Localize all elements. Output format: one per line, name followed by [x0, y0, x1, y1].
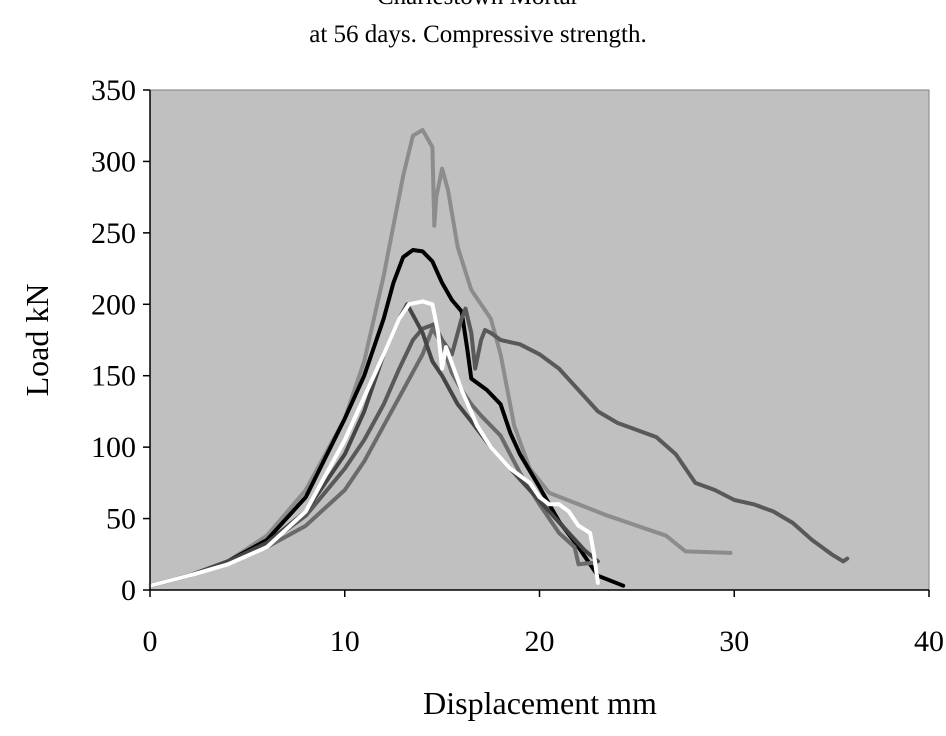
x-tick-label: 0: [143, 625, 158, 658]
y-tick-label: 100: [91, 431, 136, 464]
y-tick-label: 0: [121, 574, 136, 607]
series-line-6: [148, 299, 600, 588]
series-line-3: [148, 306, 850, 588]
y-tick-label: 350: [91, 74, 136, 107]
x-tick-label: 30: [719, 625, 749, 658]
y-tick-label: 250: [91, 217, 136, 250]
x-tick-label: 40: [914, 625, 944, 658]
y-tick-label: 50: [106, 503, 136, 536]
series-line-4: [148, 326, 595, 588]
x-tick-label: 20: [525, 625, 555, 658]
chart-title: Charlestown Mortar: [377, 0, 580, 10]
x-axis-label: Displacement mm: [423, 685, 657, 721]
x-tick-label: 10: [330, 625, 360, 658]
series-layer: [148, 128, 850, 588]
chart-subtitle: at 56 days. Compressive strength.: [309, 21, 646, 48]
y-tick-label: 300: [91, 145, 136, 178]
y-tick-label: 200: [91, 288, 136, 321]
y-axis-label: Load kN: [19, 284, 55, 397]
plot-area: [149, 89, 930, 591]
axis-layer: 0 50 100 150 200 250 300 350 0 10 20 30 40: [91, 74, 944, 658]
y-tick-label: 150: [91, 360, 136, 393]
